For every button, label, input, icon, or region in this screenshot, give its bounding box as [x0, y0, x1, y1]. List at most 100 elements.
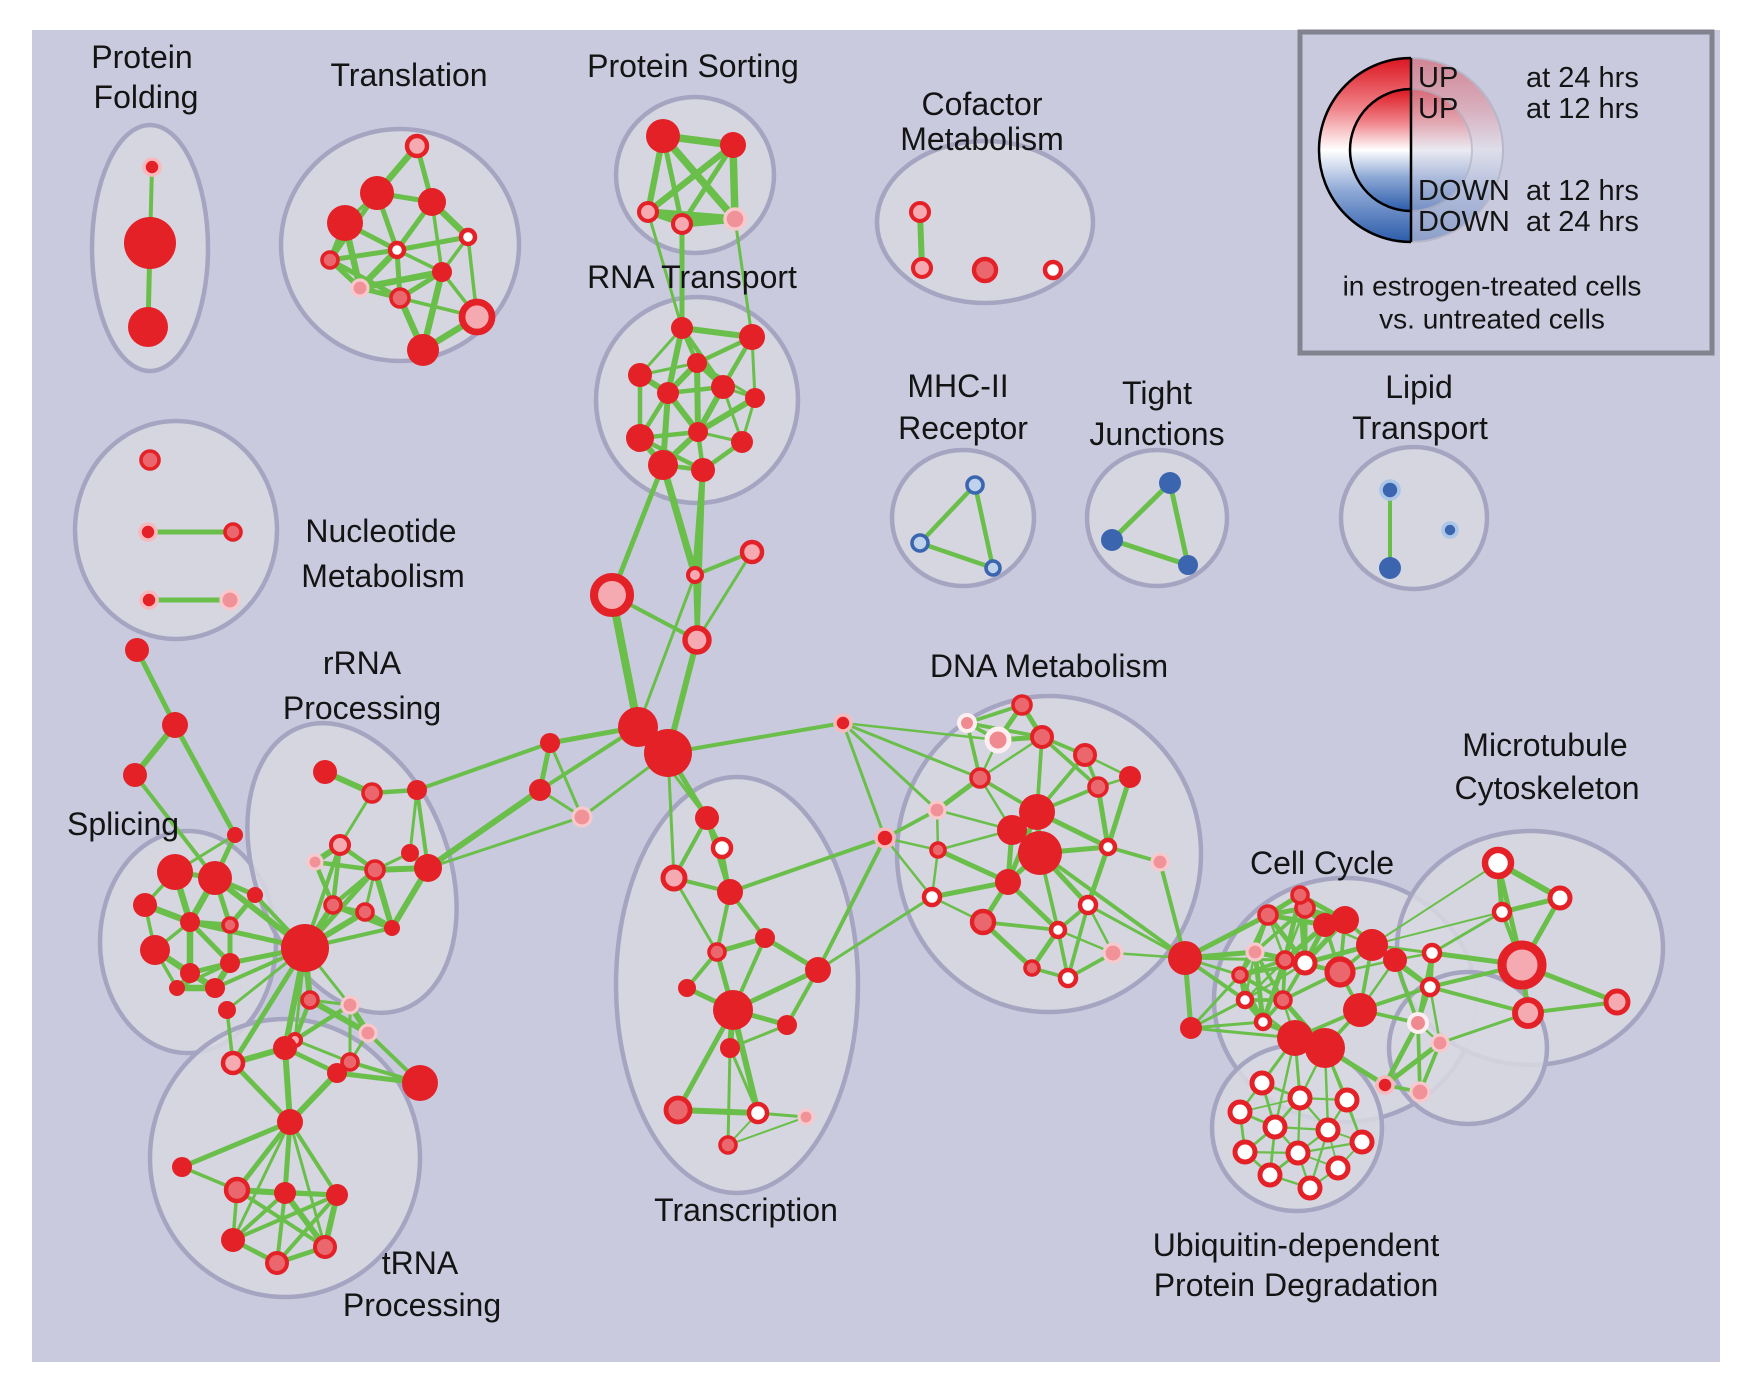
network-node	[929, 841, 947, 859]
network-edge	[275, 1193, 339, 1265]
network-node	[1019, 794, 1055, 830]
network-node	[169, 980, 185, 996]
network-edge	[841, 721, 887, 840]
network-edge	[172, 722, 238, 838]
network-edge	[134, 647, 178, 728]
network-node	[777, 1015, 797, 1035]
network-node	[220, 953, 240, 973]
network-node	[731, 431, 753, 453]
network-node	[1253, 1012, 1273, 1032]
network-edge	[327, 247, 400, 263]
network-node	[281, 924, 329, 972]
network-edge	[1167, 480, 1191, 568]
network-node	[1481, 846, 1515, 880]
cluster-label-lipid-transport: Lipid	[1385, 369, 1453, 405]
network-node	[327, 205, 363, 241]
network-edge	[636, 573, 697, 729]
network-node	[695, 806, 719, 830]
network-node	[1287, 1085, 1313, 1111]
network-node	[1379, 479, 1401, 501]
network-node	[1406, 1011, 1430, 1035]
network-node	[739, 324, 765, 350]
network-node	[1257, 1162, 1283, 1188]
network-edge	[666, 721, 845, 755]
network-node	[219, 589, 241, 611]
network-node	[1497, 940, 1547, 990]
network-edge	[978, 735, 1044, 780]
network-edge	[841, 721, 1000, 742]
network-edge	[659, 461, 699, 579]
network-node	[306, 853, 324, 871]
cluster-label-nucleotide-metabolism: Nucleotide	[305, 513, 456, 549]
network-node	[328, 833, 352, 857]
network-edge	[1382, 1020, 1421, 1088]
network-node	[1334, 1087, 1360, 1113]
network-edge	[415, 741, 552, 792]
network-node	[265, 1251, 289, 1275]
network-node	[1101, 529, 1123, 551]
cluster-label-mhc-ii-receptor: MHC-II	[907, 368, 1008, 404]
network-edge	[1105, 774, 1133, 850]
network-node	[1245, 942, 1265, 962]
network-node	[123, 763, 147, 787]
network-node	[717, 879, 743, 905]
network-edge	[1040, 735, 1100, 789]
network-edge	[609, 462, 666, 598]
network-edge	[1086, 903, 1187, 960]
network-node	[404, 133, 430, 159]
network-node	[1297, 1175, 1323, 1201]
network-edge	[1430, 910, 1504, 955]
network-node	[364, 859, 386, 881]
network-node	[1491, 901, 1513, 923]
cluster-label-splicing: Splicing	[67, 806, 179, 842]
network-node	[402, 1065, 438, 1101]
network-node	[218, 1001, 236, 1019]
network-node	[678, 979, 696, 997]
network-node	[660, 864, 688, 892]
network-edge	[231, 1193, 339, 1242]
network-edge	[883, 836, 934, 899]
network-node	[1042, 259, 1064, 281]
network-node	[691, 458, 715, 482]
network-node	[1073, 743, 1097, 767]
network-node	[139, 449, 161, 471]
network-edge	[1038, 851, 1187, 960]
network-node	[670, 212, 694, 236]
network-node	[707, 942, 727, 962]
network-edge	[231, 1120, 292, 1242]
network-node	[1235, 990, 1255, 1010]
network-node	[273, 1036, 297, 1060]
network-node	[1512, 997, 1544, 1029]
network-node	[644, 729, 692, 777]
network-node	[124, 217, 176, 269]
network-edge	[288, 1120, 339, 1197]
network-node	[1262, 1114, 1288, 1140]
network-node	[833, 713, 853, 733]
network-node	[326, 1184, 348, 1206]
network-node	[414, 854, 442, 882]
network-edge	[695, 395, 758, 435]
network-node	[723, 207, 747, 231]
cluster-shell-tight-junctions	[1084, 447, 1230, 589]
network-node	[663, 1095, 693, 1125]
network-node	[718, 1135, 738, 1155]
network-node	[1430, 1033, 1450, 1053]
network-edge	[728, 1046, 760, 1115]
network-node	[458, 298, 496, 336]
network-node	[1178, 555, 1198, 575]
network-node	[1077, 894, 1099, 916]
network-edge	[728, 836, 887, 894]
network-node	[1249, 1070, 1275, 1096]
cluster-shell-transcription	[613, 774, 861, 1196]
network-node	[387, 240, 407, 260]
network-edge	[972, 482, 996, 571]
network-node	[418, 188, 446, 216]
legend: UP at 24 hrs UP at 12 hrs DOWN at 12 hrs…	[1297, 29, 1715, 356]
network-node	[687, 353, 707, 373]
network-node	[688, 422, 708, 442]
cluster-label-cofactor-metabolism: Cofactor	[922, 86, 1043, 122]
network-node	[340, 1052, 360, 1072]
legend-down12-dir: DOWN	[1418, 175, 1510, 207]
network-node	[745, 388, 765, 408]
